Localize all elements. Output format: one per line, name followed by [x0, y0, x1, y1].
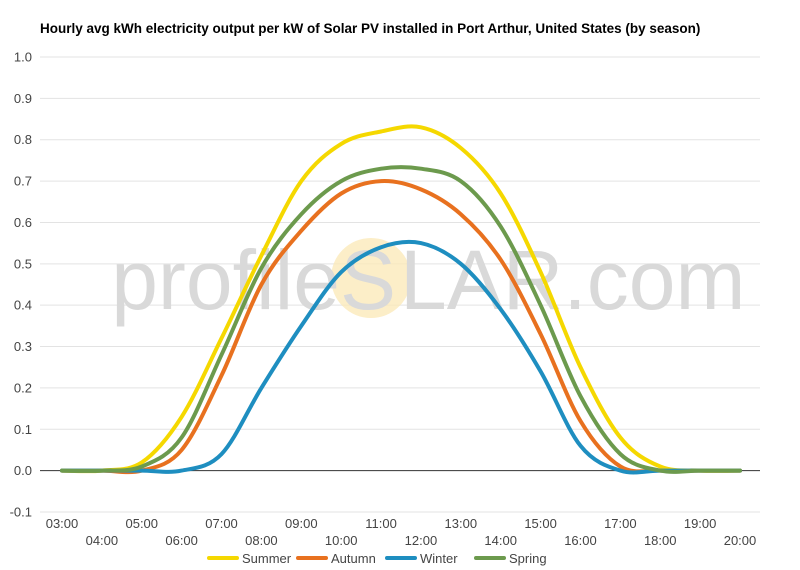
x-axis-ticks: 03:00 04:00 05:00 06:00 07:00 08:00 09:00 10:00…	[46, 516, 757, 548]
x-tick-label: 11:00	[365, 516, 397, 531]
y-tick-label: 0.1	[14, 422, 32, 437]
x-tick-label: 18:00	[644, 533, 677, 548]
chart-title: Hourly avg kWh electricity output per kW…	[40, 21, 700, 36]
legend-label-summer: Summer	[242, 551, 292, 566]
y-tick-label: 0.5	[14, 256, 32, 271]
x-tick-label: 08:00	[245, 533, 278, 548]
watermark-s: S	[340, 233, 396, 327]
watermark-left: profile	[111, 233, 340, 327]
x-tick-label: 12:00	[405, 533, 438, 548]
x-tick-label: 10:00	[325, 533, 358, 548]
legend-label-winter: Winter	[420, 551, 458, 566]
legend-label-autumn: Autumn	[331, 551, 376, 566]
series-line-spring	[60, 165, 742, 474]
series-line-autumn	[60, 179, 742, 475]
x-tick-label: 16:00	[564, 533, 597, 548]
x-tick-label: 20:00	[724, 533, 757, 548]
x-tick-label: 09:00	[285, 516, 318, 531]
series-line-summer	[60, 124, 742, 474]
y-tick-label: 0.6	[14, 215, 32, 230]
x-tick-label: 06:00	[165, 533, 198, 548]
x-tick-label: 04:00	[86, 533, 119, 548]
y-tick-label: 0.4	[14, 298, 32, 313]
x-tick-label: 07:00	[205, 516, 238, 531]
x-tick-label: 14:00	[484, 533, 517, 548]
y-tick-label: 0.0	[14, 463, 32, 478]
y-tick-label: 0.8	[14, 132, 32, 147]
y-tick-label: 0.9	[14, 91, 32, 106]
legend-label-spring: Spring	[509, 551, 547, 566]
series-line-winter	[60, 239, 742, 475]
y-tick-label: -0.1	[10, 505, 32, 520]
legend: Summer Autumn Winter Spring	[207, 551, 547, 566]
y-tick-label: 1.0	[14, 50, 32, 65]
x-tick-label: 17:00	[604, 516, 637, 531]
y-tick-label: 0.2	[14, 380, 32, 395]
x-tick-label: 03:00	[46, 516, 79, 531]
x-tick-label: 19:00	[684, 516, 717, 531]
y-tick-label: 0.3	[14, 339, 32, 354]
watermark: profile S LAR.com	[111, 233, 745, 327]
y-tick-label: 0.7	[14, 174, 32, 189]
watermark-right: LAR.com	[400, 233, 745, 327]
x-tick-label: 13:00	[445, 516, 478, 531]
x-tick-label: 15:00	[524, 516, 557, 531]
series-layer	[60, 124, 742, 475]
x-tick-label: 05:00	[125, 516, 158, 531]
y-axis-ticks: -0.1 0.0 0.1 0.2 0.3 0.4 0.5 0.6 0.7 0.8 0.9 1.0	[10, 50, 32, 520]
